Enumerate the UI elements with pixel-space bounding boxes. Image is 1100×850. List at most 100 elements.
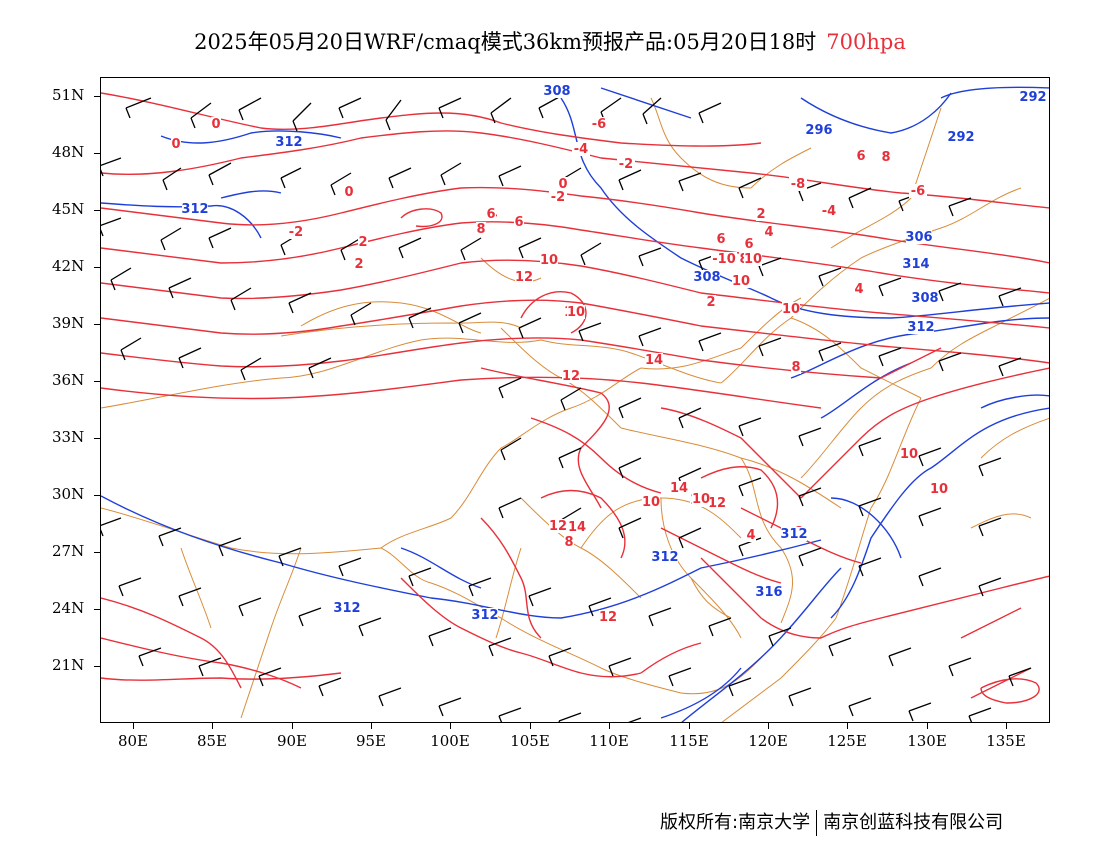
boundary-line — [830, 107, 942, 249]
temperature-contour — [960, 607, 1022, 639]
temperature-label: -2 — [619, 157, 633, 172]
wind-barb — [350, 302, 372, 326]
height-label-background — [756, 585, 782, 599]
lat-tick — [94, 438, 100, 439]
temperature-label-background — [744, 237, 754, 251]
wind-barb — [498, 165, 522, 187]
temperature-contour — [800, 397, 932, 499]
height-label-background — [334, 601, 360, 615]
wind-barb — [948, 657, 972, 677]
temperature-label-background — [590, 117, 608, 131]
height-label-background — [906, 230, 932, 244]
wind-barb — [385, 99, 402, 131]
wind-barb — [278, 547, 302, 567]
height-label-background — [652, 550, 678, 564]
temperature-label: 6 — [744, 237, 753, 252]
wind-barb — [440, 162, 462, 186]
temperature-label: 6 — [716, 232, 725, 247]
wind-barb — [878, 347, 902, 367]
temperature-label-background — [854, 282, 864, 296]
temperature-label-background — [344, 185, 354, 199]
lon-label: 110E — [589, 732, 629, 750]
height-label: 312 — [907, 320, 934, 335]
wind-barb — [490, 97, 512, 124]
temperature-label: 10 — [782, 302, 800, 317]
temperature-label-background — [789, 177, 807, 191]
temperature-label-background — [900, 447, 918, 461]
temperature-contour — [930, 367, 1049, 399]
wind-barb — [548, 647, 572, 667]
temperature-label: 2 — [358, 235, 367, 250]
temperature-contour — [101, 337, 882, 379]
wind-barb — [488, 637, 512, 657]
lon-label: 95E — [355, 732, 387, 750]
temperature-label-background — [558, 177, 568, 191]
wind-barb — [330, 172, 352, 196]
wind-barb — [208, 162, 232, 186]
temperature-label-background — [716, 232, 726, 246]
wind-barb — [878, 277, 902, 297]
wind-barb — [908, 702, 932, 722]
wind-barb — [888, 647, 912, 667]
wind-barb — [618, 169, 642, 191]
lat-label: 39N — [52, 314, 85, 332]
footer-divider — [816, 810, 818, 836]
wind-barb — [828, 637, 852, 657]
wind-barb — [298, 607, 322, 627]
lon-label: 80E — [117, 732, 149, 750]
wind-barb — [558, 712, 582, 722]
lon-label: 105E — [510, 732, 550, 750]
height-label: 312 — [181, 202, 208, 217]
temperature-label-background — [568, 520, 586, 534]
temperature-label-background — [744, 252, 762, 266]
boundary-line — [835, 397, 922, 619]
wind-barb — [101, 217, 122, 237]
wind-barb — [698, 102, 722, 124]
lon-label: 135E — [986, 732, 1026, 750]
wind-barb — [280, 167, 302, 189]
height-label-background — [694, 270, 720, 284]
lat-tick — [94, 381, 100, 382]
temperature-label: -8 — [791, 177, 805, 192]
temperature-contour — [820, 575, 1049, 639]
geopotential-contour — [101, 202, 262, 239]
boundary-line — [600, 657, 762, 695]
wind-barb — [101, 517, 122, 537]
wind-barb — [240, 357, 262, 381]
boundary-line — [640, 297, 802, 370]
temperature-label-background — [514, 215, 524, 229]
wind-barb — [998, 287, 1022, 307]
temperature-label: -6 — [592, 117, 606, 132]
height-label: 312 — [275, 135, 302, 150]
temperature-label-background — [642, 495, 660, 509]
title-main: 2025年05月20日WRF/cmaq模式36km预报产品:05月20日18时 — [194, 30, 817, 54]
temperature-label-background — [572, 142, 590, 156]
temperature-label-background — [171, 137, 181, 151]
temperature-contour — [640, 642, 702, 674]
boundary-line — [740, 457, 794, 624]
wind-barb — [768, 627, 792, 647]
wind-barb — [698, 332, 722, 352]
height-label-background — [903, 257, 929, 271]
temperature-contour — [480, 517, 542, 639]
height-label-background — [182, 202, 208, 216]
wind-barb — [648, 607, 672, 627]
temperature-label: 4 — [764, 225, 773, 240]
temperature-label-background — [692, 492, 710, 506]
lon-tick — [689, 723, 690, 729]
wind-barb — [138, 647, 162, 667]
temperature-label: 2 — [354, 257, 363, 272]
wind-barb — [918, 507, 942, 527]
wind-barb — [120, 337, 142, 361]
lon-tick — [212, 723, 213, 729]
lat-label: 24N — [52, 599, 85, 617]
temperature-contour — [540, 489, 626, 559]
lon-label: 130E — [907, 732, 947, 750]
wind-barb — [158, 527, 182, 547]
temperature-label: 12 — [515, 270, 533, 285]
temperature-contour — [530, 417, 662, 494]
lat-label: 21N — [52, 656, 85, 674]
temperature-label: -6 — [911, 184, 925, 199]
temperature-label: 10 — [930, 482, 948, 497]
wind-barb — [340, 237, 362, 261]
